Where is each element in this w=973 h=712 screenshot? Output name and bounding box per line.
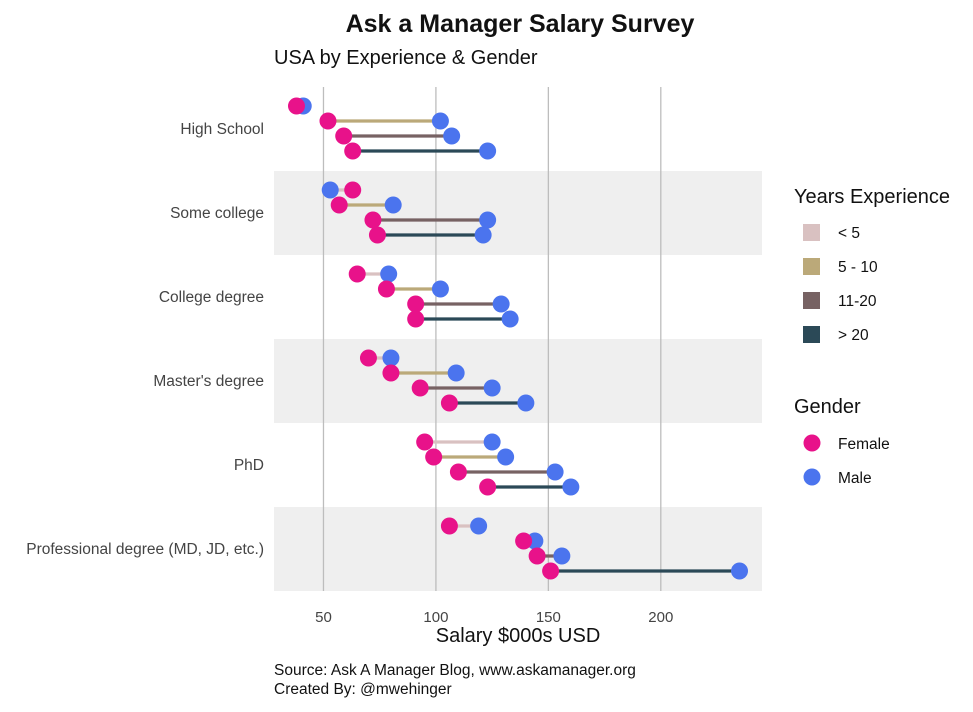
male-point bbox=[501, 310, 519, 328]
female-point bbox=[319, 112, 337, 130]
category-band bbox=[274, 507, 762, 591]
legend-gender-label: Female bbox=[838, 436, 890, 453]
category-label: Master's degree bbox=[153, 373, 264, 390]
female-point bbox=[542, 562, 560, 580]
male-point bbox=[517, 394, 535, 412]
female-point bbox=[344, 181, 362, 199]
legend-experience-swatch bbox=[803, 258, 820, 275]
male-point bbox=[562, 478, 580, 496]
female-point bbox=[382, 364, 400, 382]
legend-gender-label: Male bbox=[838, 470, 872, 487]
female-point bbox=[449, 463, 467, 481]
legend-gender-title: Gender bbox=[794, 396, 861, 418]
female-point bbox=[287, 97, 305, 115]
x-tick-label: 150 bbox=[536, 609, 561, 626]
legend-experience-swatch bbox=[803, 224, 820, 241]
male-point bbox=[492, 295, 510, 313]
male-point bbox=[431, 112, 449, 130]
female-point bbox=[330, 196, 348, 214]
male-point bbox=[497, 448, 515, 466]
female-point bbox=[377, 280, 395, 298]
legend-experience-label: 11-20 bbox=[838, 293, 877, 310]
male-point bbox=[731, 562, 749, 580]
male-point bbox=[382, 349, 400, 367]
legend-gender-marker bbox=[803, 468, 821, 486]
caption-credit: Created By: @mwehinger bbox=[274, 681, 452, 698]
legend-experience-swatch bbox=[803, 292, 820, 309]
female-point bbox=[407, 295, 425, 313]
legend-gender-marker bbox=[803, 434, 821, 452]
male-point bbox=[483, 379, 501, 397]
legend-experience-title: Years Experience bbox=[794, 186, 950, 208]
female-point bbox=[416, 433, 434, 451]
female-point bbox=[425, 448, 443, 466]
male-point bbox=[447, 364, 465, 382]
male-point bbox=[431, 280, 449, 298]
x-axis-label: Salary $000s USD bbox=[435, 625, 601, 647]
x-tick-label: 100 bbox=[423, 609, 448, 626]
female-point bbox=[344, 142, 362, 160]
legend-experience-label: 5 - 10 bbox=[838, 259, 878, 276]
female-point bbox=[440, 517, 458, 535]
x-tick-label: 50 bbox=[315, 609, 332, 626]
male-point bbox=[384, 196, 402, 214]
male-point bbox=[470, 517, 488, 535]
male-point bbox=[483, 433, 501, 451]
female-point bbox=[440, 394, 458, 412]
female-point bbox=[515, 532, 533, 550]
male-point bbox=[321, 181, 339, 199]
female-point bbox=[348, 265, 366, 283]
male-point bbox=[546, 463, 564, 481]
female-point bbox=[359, 349, 377, 367]
legend-experience-label: > 20 bbox=[838, 327, 869, 344]
male-point bbox=[479, 211, 497, 229]
male-point bbox=[553, 547, 571, 565]
female-point bbox=[335, 127, 353, 145]
x-tick-label: 200 bbox=[648, 609, 673, 626]
category-band bbox=[274, 339, 762, 423]
male-point bbox=[479, 142, 497, 160]
female-point bbox=[479, 478, 497, 496]
chart-subtitle: USA by Experience & Gender bbox=[274, 47, 538, 69]
male-point bbox=[380, 265, 398, 283]
category-label: PhD bbox=[234, 457, 264, 474]
category-label: Professional degree (MD, JD, etc.) bbox=[26, 541, 264, 558]
male-point bbox=[474, 226, 492, 244]
female-point bbox=[407, 310, 425, 328]
female-point bbox=[364, 211, 382, 229]
female-point bbox=[368, 226, 386, 244]
legend-experience-label: < 5 bbox=[838, 225, 860, 242]
legend-experience-swatch bbox=[803, 326, 820, 343]
chart-title: Ask a Manager Salary Survey bbox=[345, 10, 695, 38]
category-label: Some college bbox=[170, 205, 264, 222]
female-point bbox=[411, 379, 429, 397]
category-label: High School bbox=[180, 121, 264, 138]
female-point bbox=[528, 547, 546, 565]
male-point bbox=[443, 127, 461, 145]
category-label: College degree bbox=[159, 289, 264, 306]
caption-source: Source: Ask A Manager Blog, www.askamana… bbox=[274, 662, 636, 679]
